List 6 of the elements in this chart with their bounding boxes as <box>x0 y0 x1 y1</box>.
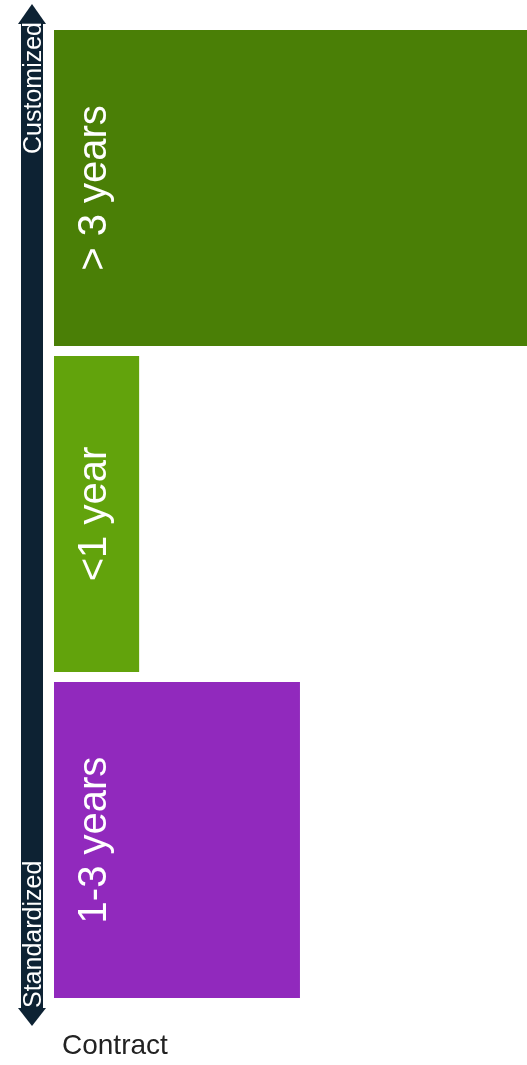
text: Customized <box>18 22 46 154</box>
text: Standardized <box>18 860 46 1008</box>
y-tick-label: 1-3 years <box>70 756 114 924</box>
x-axis-title: Contract <box>62 1028 169 1060</box>
y-tick-label: <1 year <box>70 446 114 582</box>
y-tick-label: > 3 years <box>70 105 114 271</box>
